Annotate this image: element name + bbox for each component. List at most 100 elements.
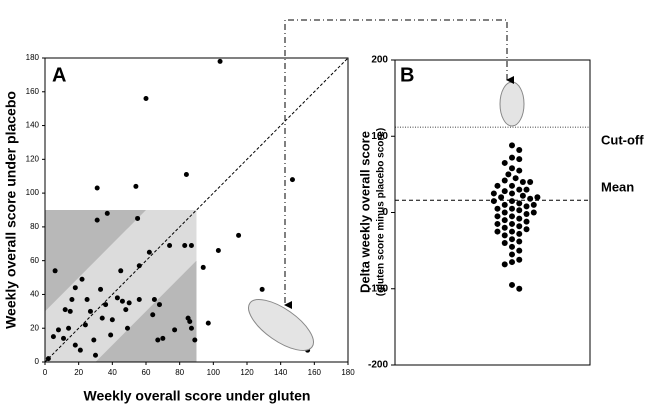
data-point bbox=[516, 186, 523, 193]
data-point bbox=[519, 179, 526, 185]
data-point bbox=[527, 195, 534, 202]
data-point bbox=[77, 347, 83, 353]
data-point bbox=[509, 205, 515, 212]
data-point bbox=[509, 236, 515, 243]
data-point bbox=[103, 302, 109, 308]
data-point bbox=[516, 285, 523, 292]
data-point bbox=[527, 179, 534, 185]
data-point bbox=[501, 159, 508, 166]
data-point bbox=[490, 190, 497, 197]
data-point bbox=[509, 259, 515, 266]
data-point bbox=[509, 220, 515, 227]
data-point bbox=[516, 215, 523, 222]
data-point bbox=[52, 268, 58, 274]
data-point bbox=[151, 297, 157, 303]
data-point bbox=[512, 175, 519, 182]
y-tick-label: -200 bbox=[368, 360, 388, 371]
data-point bbox=[501, 224, 508, 231]
data-point bbox=[109, 317, 115, 323]
panel-a: 0 20 40 60 80 100 120 140 160 180 0 20 40 60 80 100 120 1… bbox=[26, 53, 356, 377]
y-tick-label: 160 bbox=[26, 87, 40, 96]
highlight-ellipse bbox=[499, 81, 525, 127]
data-point bbox=[123, 307, 129, 313]
data-point bbox=[66, 325, 72, 331]
y-tick-label: 180 bbox=[26, 53, 40, 62]
panel-label: A bbox=[52, 64, 66, 86]
data-point bbox=[516, 207, 523, 214]
data-point bbox=[72, 342, 78, 348]
x-tick-label: 0 bbox=[43, 368, 48, 377]
data-point bbox=[143, 96, 149, 102]
data-point bbox=[98, 286, 104, 292]
data-point bbox=[516, 167, 523, 174]
data-point bbox=[62, 307, 68, 313]
data-point bbox=[505, 171, 512, 178]
data-point bbox=[516, 238, 523, 245]
y-tick-label: 40 bbox=[30, 290, 39, 299]
data-point bbox=[133, 183, 139, 189]
x-tick-label: 160 bbox=[308, 368, 322, 377]
data-point bbox=[509, 213, 515, 220]
data-point bbox=[494, 213, 501, 220]
data-point bbox=[509, 251, 515, 258]
data-point bbox=[167, 242, 173, 248]
data-point bbox=[61, 335, 67, 341]
data-point bbox=[530, 201, 537, 208]
data-point bbox=[188, 242, 194, 248]
data-point bbox=[236, 232, 242, 238]
x-tick-label: 100 bbox=[207, 368, 221, 377]
data-point bbox=[94, 217, 100, 223]
data-point bbox=[501, 261, 508, 268]
highlight-ellipse bbox=[248, 299, 314, 351]
y-tick-label: 200 bbox=[371, 55, 388, 66]
data-point bbox=[516, 230, 523, 237]
data-point bbox=[50, 334, 56, 340]
y-tick-label: 60 bbox=[30, 256, 39, 265]
data-point bbox=[501, 240, 508, 246]
data-point bbox=[124, 325, 130, 331]
data-point bbox=[136, 263, 142, 269]
data-point bbox=[82, 322, 88, 328]
y-tick-label: 0 bbox=[35, 357, 40, 366]
data-point bbox=[501, 177, 508, 184]
data-point bbox=[183, 172, 189, 178]
data-point bbox=[501, 232, 508, 239]
data-point bbox=[182, 242, 188, 248]
data-point bbox=[69, 297, 75, 303]
data-point bbox=[126, 300, 132, 306]
data-point bbox=[509, 142, 515, 149]
data-point bbox=[494, 205, 501, 212]
y-axis-sublabel: (gluten score minus placebo score) bbox=[376, 128, 387, 296]
data-point bbox=[516, 247, 523, 254]
x-tick-label: 60 bbox=[142, 368, 151, 377]
data-point bbox=[87, 308, 93, 314]
data-point bbox=[501, 201, 508, 208]
data-point bbox=[136, 297, 142, 303]
data-point bbox=[498, 194, 505, 201]
data-point bbox=[45, 356, 51, 362]
data-point bbox=[114, 295, 120, 301]
data-point bbox=[187, 318, 193, 324]
data-point bbox=[490, 198, 497, 205]
data-point bbox=[516, 223, 523, 230]
data-point bbox=[509, 182, 515, 189]
data-point bbox=[104, 210, 110, 216]
x-tick-label: 40 bbox=[108, 368, 117, 377]
data-point bbox=[523, 203, 530, 210]
data-point bbox=[534, 194, 541, 201]
data-point bbox=[156, 302, 162, 308]
data-point bbox=[509, 281, 515, 288]
data-point bbox=[523, 226, 530, 233]
data-point bbox=[200, 264, 206, 270]
data-point bbox=[118, 268, 124, 274]
data-point bbox=[516, 156, 523, 163]
data-point bbox=[509, 165, 515, 172]
x-tick-label: 20 bbox=[74, 368, 83, 377]
data-point bbox=[160, 335, 166, 341]
x-tick-label: 180 bbox=[341, 368, 355, 377]
data-point bbox=[192, 337, 198, 343]
data-point bbox=[146, 249, 152, 255]
data-point bbox=[494, 182, 501, 189]
data-point bbox=[93, 352, 98, 358]
